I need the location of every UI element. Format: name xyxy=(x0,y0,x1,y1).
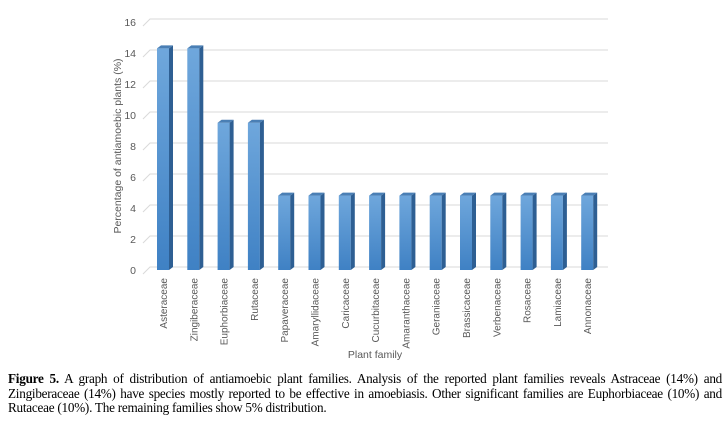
gridline xyxy=(142,80,608,89)
x-tick-label: Annonaceae xyxy=(583,278,594,335)
y-tick-label: 4 xyxy=(130,203,136,215)
y-tick-label: 16 xyxy=(124,17,136,29)
x-axis-label: Plant family xyxy=(348,349,403,361)
bar-top xyxy=(399,192,416,196)
y-tick-label: 14 xyxy=(124,48,136,60)
bar-side xyxy=(472,192,476,270)
x-tick-label: Lamiaceae xyxy=(553,278,564,327)
bar-amaryllidaceae xyxy=(308,195,321,270)
x-tick-label: Geraniaceae xyxy=(432,278,443,336)
gridline xyxy=(142,18,608,27)
bar-side xyxy=(411,192,416,270)
gridline xyxy=(142,49,608,58)
bar-top xyxy=(460,192,476,196)
x-tick-label: Asteraceae xyxy=(159,278,170,329)
y-tick-label: 8 xyxy=(130,141,136,153)
bar-top xyxy=(490,192,507,196)
y-tick-label: 2 xyxy=(130,234,136,246)
gridline xyxy=(142,204,608,213)
bar-top xyxy=(338,192,355,196)
bar-top xyxy=(247,119,264,123)
x-tick-label: Brassicaceae xyxy=(462,278,473,338)
bar-side xyxy=(441,192,446,270)
bar-side xyxy=(502,192,507,270)
figure-caption: Figure 5. A graph of distribution of ant… xyxy=(8,371,723,416)
bar-top xyxy=(308,192,325,196)
bar-side xyxy=(350,192,355,270)
gridline xyxy=(142,142,608,151)
bar-side xyxy=(381,192,386,270)
x-tick-label: Verbenaceae xyxy=(492,278,503,337)
y-tick-label: 0 xyxy=(130,265,136,277)
bar-brassicaceae xyxy=(460,195,472,270)
bar-top xyxy=(520,192,537,196)
gridline xyxy=(142,266,608,275)
bar-top xyxy=(550,192,567,196)
bar-zingiberaceae xyxy=(187,48,200,270)
x-tick-label: Rosaceae xyxy=(523,278,534,323)
bar-side xyxy=(320,192,325,270)
bar-side xyxy=(169,45,173,270)
bar-top xyxy=(429,192,446,196)
gridline xyxy=(142,173,608,182)
bar-euphorbiaceae xyxy=(217,122,230,270)
bar-verbenaceae xyxy=(490,195,503,270)
y-tick-label: 6 xyxy=(130,172,136,184)
bar-side xyxy=(199,45,204,270)
bar-lamiaceae xyxy=(550,195,563,270)
bar-chart: 0 2 4 6 8 10 12 14 16 Asteraceae Zingiberaceae Eup… xyxy=(112,17,608,361)
bar-side xyxy=(290,192,295,270)
bar-annonaceae xyxy=(581,195,594,270)
bar-geraniaceae xyxy=(429,195,442,270)
bar-cucurbitaceae xyxy=(369,195,382,270)
bar-top xyxy=(157,45,173,49)
caption-label: Figure 5. xyxy=(8,371,59,386)
bar-side xyxy=(532,192,537,270)
x-tick-label: Caricaceae xyxy=(341,278,352,329)
bar-amaranthaceae xyxy=(399,195,412,270)
y-tick-label: 10 xyxy=(124,110,136,122)
gridline xyxy=(142,235,608,244)
x-tick-label: Amaranthaceae xyxy=(401,278,412,349)
bar-top xyxy=(217,119,234,123)
bar-rutaceae xyxy=(247,122,260,270)
y-tick-label: 12 xyxy=(124,79,136,91)
x-tick-label: Euphorbiaceae xyxy=(220,278,231,346)
bar-asteraceae xyxy=(157,48,169,270)
bar-side xyxy=(229,119,234,270)
bar-rosaceae xyxy=(520,195,533,270)
gridline xyxy=(142,111,608,120)
y-axis-label: Percentage of antiamoebic plants (%) xyxy=(112,58,124,233)
bar-papaveraceae xyxy=(278,195,291,270)
x-tick-label: Rutaceae xyxy=(250,278,261,321)
bar-side xyxy=(562,192,567,270)
bar-side xyxy=(259,119,264,270)
bar-top xyxy=(187,45,204,49)
bar-caricaceae xyxy=(338,195,351,270)
x-tick-label: Cucurbitaceae xyxy=(371,278,382,343)
bar-top xyxy=(581,192,598,196)
caption-text: A graph of distribution of antiamoebic p… xyxy=(8,371,723,415)
x-tick-label: Papaveraceae xyxy=(280,278,291,343)
bar-top xyxy=(369,192,386,196)
bar-side xyxy=(593,192,598,270)
x-tick-label: Amaryllidaceae xyxy=(311,278,322,347)
bar-top xyxy=(278,192,295,196)
x-tick-label: Zingiberaceae xyxy=(189,278,200,342)
